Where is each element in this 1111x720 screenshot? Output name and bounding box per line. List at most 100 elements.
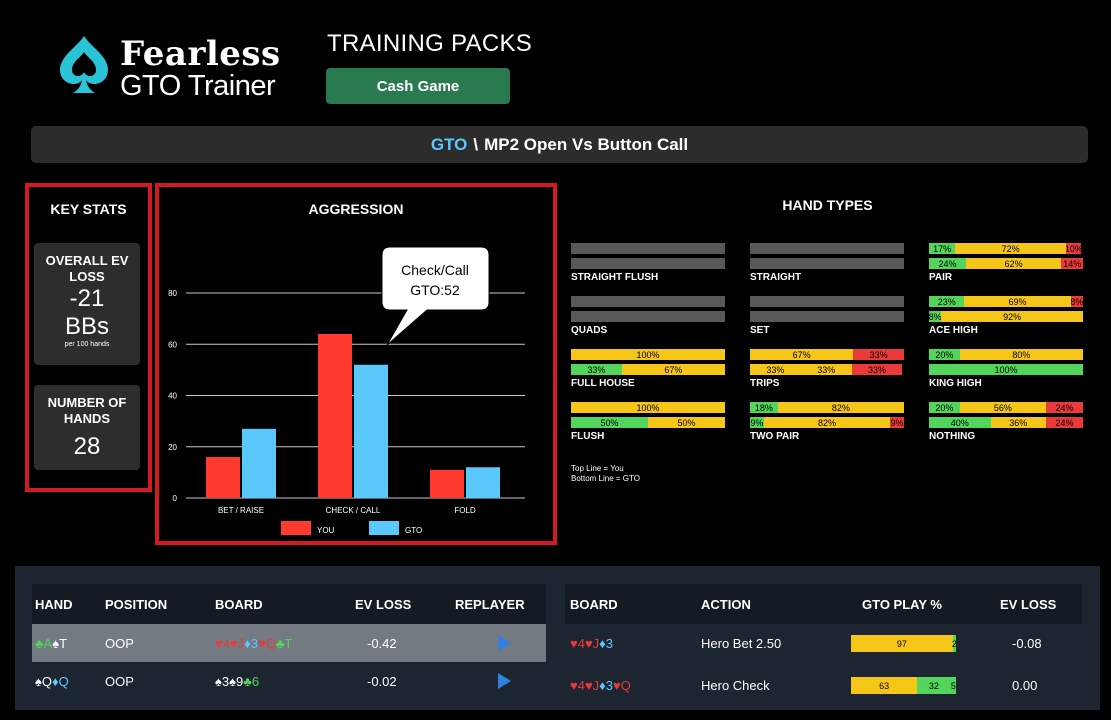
action-row[interactable]: ♥4 ♥J ♦3 ♥Q Hero Check 63 32 5 0.00 bbox=[565, 666, 1082, 704]
play-icon[interactable] bbox=[498, 635, 511, 651]
hand-type-segment: 9% bbox=[750, 417, 764, 428]
hand-board: ♥4 ♥J ♦3 ♥Q ♣T bbox=[215, 624, 292, 662]
col-board: BOARD bbox=[215, 596, 263, 612]
hand-types-note: Top Line = You Bottom Line = GTO bbox=[571, 464, 640, 484]
hand-type-bar-you bbox=[750, 296, 904, 307]
col-hand: HAND bbox=[35, 596, 73, 612]
callout-bubble bbox=[381, 246, 490, 346]
card: ♥4 bbox=[570, 677, 585, 693]
bottom-panel: HAND POSITION BOARD EV LOSS REPLAYER ♣A ♠… bbox=[15, 566, 1100, 710]
hand-type-bar-gto: 40% 36% 24% bbox=[929, 417, 1083, 428]
col-ev-loss: EV LOSS bbox=[355, 596, 412, 612]
cash-game-button[interactable]: Cash Game bbox=[326, 68, 510, 104]
gto-play-segment: 2 bbox=[952, 635, 957, 652]
number-of-hands-label: NUMBER OF HANDS bbox=[47, 395, 127, 426]
ev-loss-unit: BBs bbox=[64, 313, 109, 340]
hand-type-segment: 20% bbox=[929, 349, 960, 360]
col-action-board: BOARD bbox=[570, 596, 618, 612]
hand-type-trips: 67% 33% 33% 33% 33% TRIPS bbox=[750, 349, 904, 389]
hand-type-label: ACE HIGH bbox=[929, 325, 978, 336]
number-of-hands-value: 28 bbox=[73, 433, 101, 460]
hand-type-segment: 80% bbox=[959, 349, 1083, 360]
hand-type-segment: 67% bbox=[750, 349, 854, 360]
hand-type-label: PAIR bbox=[929, 272, 953, 283]
card: ♥Q bbox=[613, 677, 631, 693]
card: ♥Q bbox=[258, 635, 276, 651]
aggression-title: AGGRESSION bbox=[308, 201, 404, 217]
card: ♠T bbox=[52, 635, 68, 651]
hand-type-bar-gto: 100% bbox=[929, 364, 1083, 375]
logo-subtitle: GTO Trainer bbox=[120, 70, 276, 102]
hand-type-segment: 33% bbox=[853, 349, 904, 360]
card: ♦3 bbox=[244, 635, 259, 651]
y-tick-label: 80 bbox=[168, 289, 177, 298]
hand-row[interactable]: ♠Q ♦Q OOP ♠3 ♠9 ♣6 -0.02 bbox=[32, 662, 546, 700]
hand-type-label: TRIPS bbox=[750, 378, 780, 389]
ev-loss-subtext: per 100 hands bbox=[64, 341, 110, 348]
hand-type-straight: STRAIGHT bbox=[750, 243, 904, 283]
col-action-ev-loss: EV LOSS bbox=[1000, 596, 1057, 612]
hand-type-bar-you: 20% 56% 24% bbox=[929, 402, 1083, 413]
note-top-line: Top Line = You bbox=[571, 464, 624, 473]
hand-type-bar-you bbox=[571, 296, 725, 307]
hand-type-segment: 17% bbox=[929, 243, 956, 254]
hand-type-label: KING HIGH bbox=[929, 378, 982, 389]
hand-board: ♠3 ♠9 ♣6 bbox=[215, 662, 259, 700]
hand-type-bar-you: 23% 69% 8% bbox=[929, 296, 1083, 307]
hand-type-bar-gto: 24% 62% 14% bbox=[929, 258, 1083, 269]
hand-cards: ♣A ♠T bbox=[35, 624, 67, 662]
replayer-cell bbox=[498, 624, 511, 662]
hand-type-bar-you: 100% bbox=[571, 349, 725, 360]
play-icon[interactable] bbox=[498, 673, 511, 689]
bar-gto-1 bbox=[354, 364, 388, 498]
card: ♠3 bbox=[215, 673, 230, 689]
hand-type-segment: 9% bbox=[890, 417, 904, 428]
actions-table-header: BOARD ACTION GTO PLAY % EV LOSS bbox=[565, 584, 1082, 624]
hand-type-ace-high: 23% 69% 8% 8% 92% ACE HIGH bbox=[929, 296, 1083, 336]
hand-type-nothing: 20% 56% 24% 40% 36% 24% NOTHING bbox=[929, 402, 1083, 442]
hand-type-label: NOTHING bbox=[929, 431, 976, 442]
hand-type-segment: 36% bbox=[990, 417, 1047, 428]
hand-type-full-house: 100% 33% 67% FULL HOUSE bbox=[571, 349, 725, 389]
hand-type-segment: 33% bbox=[571, 364, 622, 375]
action-board: ♥4 ♥J ♦3 bbox=[570, 624, 613, 662]
hand-type-king-high: 20% 80% 100% KING HIGH bbox=[929, 349, 1083, 389]
callout-line1: Check/Call bbox=[401, 262, 469, 278]
hand-type-bar-gto bbox=[571, 311, 725, 322]
logo-title: Fearless bbox=[120, 34, 281, 74]
card: ♥4 bbox=[570, 635, 585, 651]
note-bottom-line: Bottom Line = GTO bbox=[571, 474, 640, 483]
legend-label: YOU bbox=[317, 526, 335, 535]
hand-type-label: SET bbox=[750, 325, 770, 336]
hand-type-flush: 100% 50% 50% FLUSH bbox=[571, 402, 725, 442]
breadcrumb: GTO \ MP2 Open Vs Button Call bbox=[31, 126, 1088, 163]
x-tick-label: BET / RAISE bbox=[218, 506, 264, 515]
hand-type-bar-gto: 8% 92% bbox=[929, 311, 1083, 322]
hand-row[interactable]: ♣A ♠T OOP ♥4 ♥J ♦3 ♥Q ♣T -0.42 bbox=[32, 624, 546, 662]
hand-type-segment: 50% bbox=[648, 417, 725, 428]
y-tick-label: 60 bbox=[168, 340, 177, 349]
card: ♠Q bbox=[35, 673, 53, 689]
hand-type-segment: 23% bbox=[929, 296, 965, 307]
x-tick-label: CHECK / CALL bbox=[326, 506, 381, 515]
hand-type-segment: 40% bbox=[929, 417, 991, 428]
bar-you-2 bbox=[430, 469, 464, 498]
col-position: POSITION bbox=[105, 596, 168, 612]
hand-type-segment: 82% bbox=[763, 417, 891, 428]
col-replayer: REPLAYER bbox=[455, 596, 525, 612]
ev-loss-card: OVERALL EV LOSS -21 BBs per 100 hands bbox=[34, 243, 140, 365]
breadcrumb-root-link[interactable]: GTO bbox=[430, 134, 468, 154]
action-row[interactable]: ♥4 ♥J ♦3 Hero Bet 2.50 97 2 -0.08 bbox=[565, 624, 1082, 662]
hand-type-label: STRAIGHT bbox=[750, 272, 802, 283]
hand-types-title: HAND TYPES bbox=[782, 197, 873, 213]
action-label: Hero Bet 2.50 bbox=[701, 635, 782, 651]
ev-loss-label: OVERALL EV LOSS bbox=[45, 253, 129, 284]
hand-cards: ♠Q ♦Q bbox=[35, 662, 69, 700]
hand-type-segment: 33% bbox=[750, 364, 801, 375]
hand-type-bar-gto bbox=[571, 258, 725, 269]
bar-gto-0 bbox=[242, 428, 276, 498]
legend-label: GTO bbox=[405, 526, 422, 535]
card: ♠9 bbox=[229, 673, 244, 689]
card: ♥J bbox=[584, 677, 600, 693]
key-stats-panel: KEY STATS OVERALL EV LOSS -21 BBs per 10… bbox=[25, 183, 152, 492]
